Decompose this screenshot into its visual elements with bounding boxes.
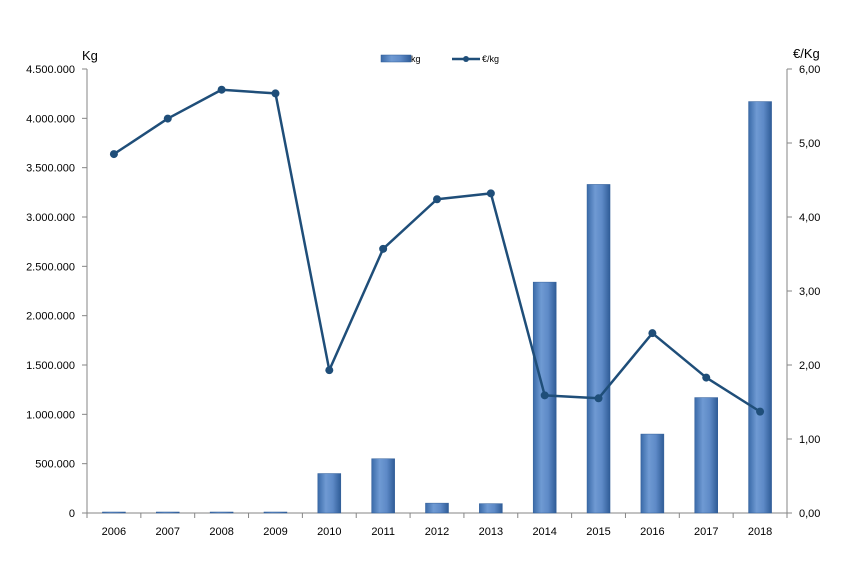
right-axis-ticks: 0,00 1,00 2,00 3,00 4,00 5,00 6,00: [787, 64, 820, 520]
bar: [425, 502, 449, 514]
y2-tick-label: 3,00: [799, 286, 820, 298]
bar: [694, 397, 718, 514]
y2-tick-label: 1,00: [799, 434, 820, 446]
x-tick-label: 2010: [317, 526, 341, 538]
y-tick-label: 3.500.000: [26, 163, 75, 175]
x-tick-label: 2008: [209, 526, 233, 538]
bar-series: [102, 101, 772, 514]
bar: [156, 511, 180, 514]
y-tick-label: 4.000.000: [26, 113, 75, 125]
y-tick-label: 1.000.000: [26, 409, 75, 421]
bar: [479, 503, 503, 514]
line-series: [109, 85, 765, 416]
bar: [209, 511, 234, 514]
x-tick-label: 2015: [586, 526, 610, 538]
price-point: [109, 150, 118, 159]
bar: [748, 101, 772, 514]
legend-label-kg: kg: [411, 54, 421, 64]
y-tick-label: 0: [69, 508, 75, 520]
y2-tick-label: 0,00: [799, 508, 820, 520]
price-line: [113, 88, 761, 413]
y-tick-label: 4.500.000: [26, 64, 75, 76]
price-point: [756, 407, 765, 416]
bar: [640, 433, 665, 514]
legend: kg €/kg: [380, 54, 499, 64]
legend-swatch-kg: [380, 54, 412, 63]
x-tick-label: 2009: [263, 526, 287, 538]
y2-tick-label: 4,00: [799, 212, 820, 224]
price-point: [217, 85, 226, 94]
y-tick-label: 500.000: [35, 459, 75, 471]
y-tick-label: 3.000.000: [26, 212, 75, 224]
legend-label-price: €/kg: [482, 54, 499, 64]
x-tick-label: 2014: [532, 526, 556, 538]
axes: [86, 69, 788, 514]
price-point: [271, 89, 280, 98]
bar: [371, 458, 395, 514]
y2-axis-title: €/Kg: [793, 46, 820, 61]
price-point: [325, 366, 334, 375]
bar: [586, 184, 611, 514]
y-tick-label: 2.500.000: [26, 261, 75, 273]
x-tick-label: 2007: [156, 526, 180, 538]
y2-tick-label: 6,00: [799, 64, 820, 76]
y-tick-label: 2.000.000: [26, 311, 75, 323]
x-tick-label: 2006: [102, 526, 126, 538]
x-tick-label: 2016: [640, 526, 664, 538]
left-axis-ticks: 0 500.000 1.000.000 1.500.000 2.000.000 2.500…: [26, 64, 87, 520]
x-tick-label: 2017: [694, 526, 718, 538]
price-point: [594, 394, 603, 403]
x-tick-label: 2018: [748, 526, 772, 538]
y2-tick-label: 5,00: [799, 138, 820, 150]
price-point: [540, 391, 549, 400]
x-tick-label: 2013: [479, 526, 503, 538]
y2-tick-label: 2,00: [799, 360, 820, 372]
legend-marker-price: [463, 56, 469, 62]
y-axis-title: Kg: [82, 48, 98, 63]
price-point: [702, 373, 711, 382]
bar: [263, 511, 288, 514]
price-point: [163, 114, 172, 123]
price-point: [433, 195, 441, 204]
x-tick-label: 2011: [371, 526, 395, 538]
y-tick-label: 1.500.000: [26, 360, 75, 372]
bar: [102, 511, 126, 514]
price-point: [486, 189, 495, 198]
x-axis-ticks: 2006 2007 2008 2009 2010 2011 2012 2013 2014 2015…: [86, 513, 788, 538]
x-tick-label: 2012: [425, 526, 449, 538]
bar: [317, 473, 342, 514]
price-point: [379, 244, 388, 253]
price-point: [648, 329, 657, 338]
